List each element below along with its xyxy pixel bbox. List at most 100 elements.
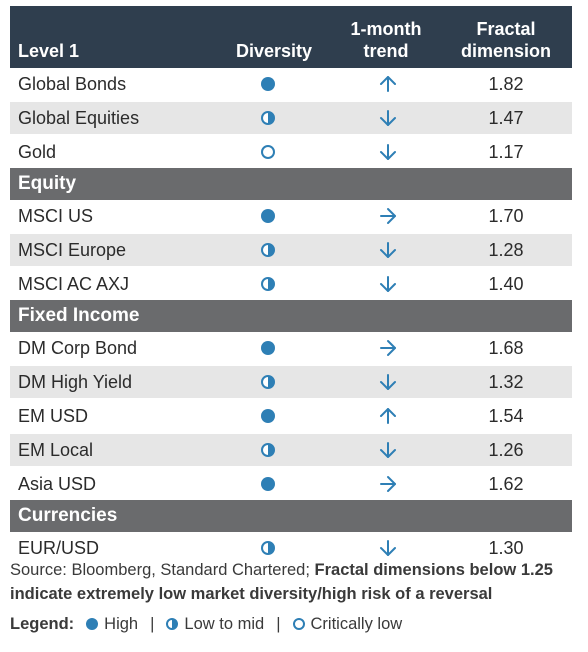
fractal-value: 1.54 xyxy=(488,406,524,426)
diversity-high-icon xyxy=(261,77,275,91)
diversity-cell xyxy=(250,400,286,432)
trend-cell xyxy=(370,268,406,300)
legend-sep-2: | xyxy=(276,615,281,633)
asset-name: DM High Yield xyxy=(18,372,133,392)
table-row: Global Bonds 1.82 xyxy=(10,68,572,100)
group-currencies: EUR/USD 1.30 xyxy=(10,532,572,564)
trend-cell xyxy=(370,366,406,398)
header-fractal-line2: dimension xyxy=(460,41,551,61)
header-trend: 1-month trend xyxy=(330,18,442,62)
arrow-down-icon xyxy=(378,440,398,460)
trend-cell xyxy=(370,400,406,432)
diversity-cell xyxy=(250,136,286,168)
diversity-mid-icon xyxy=(261,243,275,257)
diversity-high-icon xyxy=(261,477,275,491)
diversity-cell xyxy=(250,234,286,266)
asset-name: DM Corp Bond xyxy=(18,338,138,358)
legend-label: Legend: xyxy=(10,615,75,633)
section-currencies: Currencies xyxy=(10,500,572,532)
fractal-value: 1.62 xyxy=(488,474,524,494)
fractal-value: 1.68 xyxy=(488,338,524,358)
group-fixed-income: DM Corp Bond 1.68 DM High Yield 1.32 EM USD 1… xyxy=(10,332,572,500)
asset-name: EM Local xyxy=(18,440,94,460)
asset-name: Asia USD xyxy=(18,474,97,494)
legend-high-icon xyxy=(86,618,99,630)
legend-low-icon xyxy=(292,618,305,630)
arrow-right-icon xyxy=(378,338,398,358)
diversity-mid-icon xyxy=(261,375,275,389)
asset-name: Global Equities xyxy=(18,108,140,128)
diversity-cell xyxy=(250,68,286,100)
legend-sep-1: | xyxy=(150,615,155,633)
section-fixed-income: Fixed Income xyxy=(10,300,572,332)
diversity-high-icon xyxy=(261,409,275,423)
legend-low: Critically low xyxy=(310,615,403,633)
fractal-value: 1.26 xyxy=(488,440,524,460)
fractal-value: 1.47 xyxy=(488,108,524,128)
header-level: Level 1 xyxy=(18,41,80,61)
arrow-down-icon xyxy=(378,538,398,558)
legend-mid: Low to mid xyxy=(184,615,265,633)
trend-cell xyxy=(370,68,406,100)
arrow-right-icon xyxy=(378,474,398,494)
header-fractal-line1: Fractal xyxy=(476,19,536,39)
trend-cell xyxy=(370,434,406,466)
source-note: Source: Bloomberg, Standard Chartered; F… xyxy=(10,558,576,606)
trend-cell xyxy=(370,234,406,266)
section-fixed-income-label: Fixed Income xyxy=(18,305,140,326)
row-separator xyxy=(10,100,572,102)
arrow-down-icon xyxy=(378,142,398,162)
diversity-cell xyxy=(250,532,286,564)
header-fractal: Fractal dimension xyxy=(450,18,562,62)
arrow-down-icon xyxy=(378,240,398,260)
diversity-mid-icon xyxy=(261,277,275,291)
asset-name: MSCI AC AXJ xyxy=(18,274,130,294)
arrow-down-icon xyxy=(378,372,398,392)
arrow-up-icon xyxy=(378,406,398,426)
table-row: MSCI US 1.70 xyxy=(10,200,572,232)
diversity-cell xyxy=(250,102,286,134)
fractal-value: 1.30 xyxy=(488,538,524,558)
diversity-mid-icon xyxy=(261,443,275,457)
diversity-high-icon xyxy=(261,341,275,355)
legend-mid-icon xyxy=(166,618,179,630)
trend-cell xyxy=(370,532,406,564)
trend-cell xyxy=(370,468,406,500)
table-row: Global Equities 1.47 xyxy=(10,102,572,134)
row-separator xyxy=(10,232,572,234)
asset-name: Global Bonds xyxy=(18,74,127,94)
diversity-mid-icon xyxy=(261,111,275,125)
trend-cell xyxy=(370,200,406,232)
table-row: Gold 1.17 xyxy=(10,136,572,168)
fractal-value: 1.40 xyxy=(488,274,524,294)
arrow-down-icon xyxy=(378,108,398,128)
group-equity: MSCI US 1.70 MSCI Europe 1.28 MSCI AC AXJ 1.4… xyxy=(10,200,572,300)
arrow-right-icon xyxy=(378,206,398,226)
table-row: EM USD 1.54 xyxy=(10,400,572,432)
arrow-down-icon xyxy=(378,274,398,294)
section-equity-label: Equity xyxy=(18,173,77,194)
section-currencies-label: Currencies xyxy=(18,505,118,526)
table-row: MSCI AC AXJ 1.40 xyxy=(10,268,572,300)
diversity-low-icon xyxy=(261,145,275,159)
diversity-cell xyxy=(250,366,286,398)
header-diversity: Diversity xyxy=(235,41,313,61)
table-row: Asia USD 1.62 xyxy=(10,468,572,500)
table-row: DM Corp Bond 1.68 xyxy=(10,332,572,364)
table-row: EUR/USD 1.30 xyxy=(10,532,572,564)
header-trend-line1: 1-month xyxy=(350,19,422,39)
asset-name: MSCI US xyxy=(18,206,94,226)
table-row: DM High Yield 1.32 xyxy=(10,366,572,398)
row-separator xyxy=(10,398,572,400)
row-separator xyxy=(10,364,572,366)
trend-cell xyxy=(370,102,406,134)
fractal-table: Level 1 Diversity 1-month trend Fractal … xyxy=(10,6,572,564)
diversity-cell xyxy=(250,468,286,500)
group-level1: Global Bonds 1.82 Global Equities 1.47 Gold 1… xyxy=(10,68,572,168)
row-separator xyxy=(10,432,572,434)
asset-name: EM USD xyxy=(18,406,89,426)
legend-high: High xyxy=(104,615,139,633)
fractal-value: 1.32 xyxy=(488,372,524,392)
row-separator xyxy=(10,134,572,136)
